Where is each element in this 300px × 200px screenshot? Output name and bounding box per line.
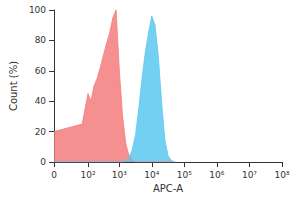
svg-text:APC-A: APC-A bbox=[153, 183, 183, 194]
svg-text:60: 60 bbox=[35, 66, 47, 76]
svg-text:10⁵: 10⁵ bbox=[177, 170, 192, 180]
svg-text:80: 80 bbox=[35, 35, 47, 45]
svg-text:Count (%): Count (%) bbox=[8, 61, 19, 111]
svg-text:10²: 10² bbox=[80, 170, 95, 180]
svg-text:0: 0 bbox=[40, 157, 46, 167]
svg-text:0: 0 bbox=[51, 170, 57, 180]
svg-text:100: 100 bbox=[29, 5, 46, 15]
svg-text:40: 40 bbox=[35, 96, 47, 106]
svg-text:20: 20 bbox=[35, 127, 47, 137]
svg-text:10⁴: 10⁴ bbox=[144, 170, 159, 180]
svg-text:10⁶: 10⁶ bbox=[209, 170, 224, 180]
svg-text:10⁸: 10⁸ bbox=[274, 170, 289, 180]
svg-text:10⁷: 10⁷ bbox=[242, 170, 257, 180]
svg-text:10³: 10³ bbox=[112, 170, 127, 180]
